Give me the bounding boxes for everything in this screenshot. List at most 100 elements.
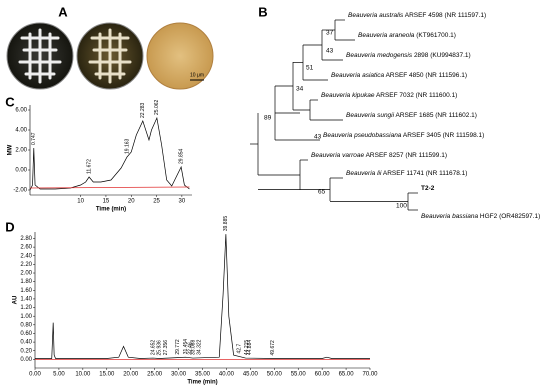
- species: Beauveria varroae: [311, 152, 364, 159]
- bootstrap: 34: [296, 86, 304, 93]
- y-axis-label: MW: [8, 144, 14, 155]
- y-tick-label: 0.00: [20, 357, 32, 363]
- trace: [29, 116, 190, 191]
- x-tick-label: 25.00: [147, 372, 163, 378]
- strain: ARSEF 7032 (NR 111600.1): [376, 92, 457, 99]
- strain: (KT961700.1): [416, 32, 456, 39]
- plate: [146, 22, 214, 90]
- x-tick-label: 30.00: [171, 372, 187, 378]
- x-tick-label: 45.00: [243, 372, 259, 378]
- species: Beauveria pseudobassiana: [323, 132, 402, 139]
- peak-label: 33.088: [191, 340, 197, 356]
- strain: ARSEF 4850 (NR 111596.1): [386, 72, 467, 79]
- species: Beauveria kipukae: [321, 92, 375, 99]
- peak-label: 34.322: [197, 339, 203, 355]
- x-tick-label: 0.00: [29, 372, 41, 378]
- leaf-label: Beauveria australis ARSEF 4598 (NR 11159…: [348, 12, 486, 19]
- strain: 2898 (KU994837.1): [414, 52, 471, 59]
- species: Beauveria lii: [346, 170, 382, 177]
- x-tick-label: 60.00: [315, 372, 331, 378]
- species: T2-2: [421, 185, 435, 192]
- leaf-label: Beauveria pseudobassiana ARSEF 3405 (NR …: [323, 132, 484, 139]
- x-tick-label: 5.00: [53, 372, 65, 378]
- y-tick-label: 2.00: [20, 271, 32, 277]
- x-tick-label: 10: [77, 199, 84, 205]
- bootstrap: 65: [318, 189, 326, 196]
- x-tick-label: 20.00: [123, 372, 139, 378]
- panel-label: A: [58, 4, 68, 19]
- peak-label: 25.936: [156, 340, 162, 356]
- peak-label: 39.885: [223, 216, 229, 232]
- bootstrap: 89: [264, 115, 272, 122]
- y-tick-label: 2.20: [20, 262, 32, 268]
- peak-label: 24.652: [150, 340, 156, 356]
- peak-label: 49.672: [270, 340, 276, 356]
- leaf-label: Beauveria araneola (KT961700.1): [358, 32, 456, 39]
- bootstrap: 37: [326, 30, 334, 37]
- y-tick-label: 0.80: [20, 322, 32, 328]
- peak-label: 42.7: [237, 344, 243, 354]
- y-tick-label: 0.40: [20, 340, 32, 346]
- colony: [18, 28, 62, 84]
- strain: ARSEF 1685 (NR 111602.1): [396, 112, 477, 119]
- x-tick-label: 35.00: [195, 372, 211, 378]
- strain: ARSEF 4598 (NR 111597.1): [405, 12, 486, 19]
- leaf-label: Beauveria varroae ARSEF 8257 (NR 111599.…: [311, 152, 447, 159]
- species: Beauveria bassiana: [421, 213, 478, 220]
- peak-label: 27.356: [163, 340, 169, 356]
- scale-label: 10 μm: [190, 72, 204, 78]
- x-axis-label: Time (min): [187, 380, 217, 386]
- y-tick-label: 2.40: [20, 253, 32, 259]
- peak-label: 31.454: [183, 339, 189, 355]
- strain: ARSEF 8257 (NR 111599.1): [366, 152, 447, 159]
- x-axis-label: Time (min): [96, 207, 126, 213]
- y-tick-label: 1.60: [20, 288, 32, 294]
- peak-label: 29.854: [178, 148, 184, 164]
- y-tick-label: 1.40: [20, 296, 32, 302]
- peak-label: 32.46: [188, 342, 194, 355]
- y-tick-label: 1.20: [20, 305, 32, 311]
- leaf-label: Beauveria bassiana HGF2 (OR482597.1): [421, 213, 540, 220]
- peak-label: 19.163: [124, 138, 130, 154]
- strain: ARSEF 3405 (NR 111598.1): [403, 132, 484, 139]
- trace: [29, 186, 190, 189]
- species: Beauveria araneola: [358, 32, 415, 39]
- plates: 10 μm: [6, 22, 214, 90]
- bootstrap: 51: [306, 65, 314, 72]
- species: Beauveria asiatica: [331, 72, 384, 79]
- x-tick-label: 50.00: [267, 372, 283, 378]
- panel-label: B: [258, 4, 267, 19]
- y-tick-label: 4.00: [15, 128, 27, 134]
- x-tick-label: 55.00: [291, 372, 307, 378]
- peak-label: 44.884: [247, 340, 253, 356]
- species: Beauveria australis: [348, 12, 404, 19]
- peak-label: 44.215: [244, 340, 250, 356]
- bootstrap: 43: [326, 48, 334, 55]
- x-tick-label: 20: [128, 199, 135, 205]
- bootstrap: 43: [314, 134, 322, 141]
- peak-label: 29.772: [175, 339, 181, 355]
- x-tick-label: 65.00: [339, 372, 355, 378]
- peak-label: 11.672: [86, 159, 92, 174]
- y-tick-label: 0.60: [20, 331, 32, 337]
- leaf-label: Beauveria kipukae ARSEF 7032 (NR 111600.…: [321, 92, 457, 99]
- peak-label: 22.283: [140, 102, 146, 118]
- y-tick-label: 1.80: [20, 279, 32, 285]
- panel-label: C: [5, 94, 15, 109]
- strain: ARSEF 11741 (NR 111678.1): [383, 170, 468, 177]
- y-tick-label: 2.00: [15, 148, 27, 154]
- y-tick-label: 1.00: [20, 314, 32, 320]
- bootstrap: 100: [396, 203, 407, 210]
- y-tick-label: 2.60: [20, 245, 32, 251]
- strain: HGF2 (OR482597.1): [480, 213, 540, 220]
- leaf-label: Beauveria lii ARSEF 11741 (NR 111678.1): [346, 170, 467, 177]
- colony: [88, 28, 132, 84]
- species: Beauveria sungii: [346, 112, 395, 119]
- y-tick-label: 0.00: [15, 168, 27, 174]
- x-tick-label: 30: [179, 199, 186, 205]
- y-tick-label: 6.00: [15, 108, 27, 114]
- x-tick-label: 10.00: [75, 372, 91, 378]
- y-axis-label: AU: [13, 296, 19, 305]
- y-tick-label: 2.80: [20, 236, 32, 242]
